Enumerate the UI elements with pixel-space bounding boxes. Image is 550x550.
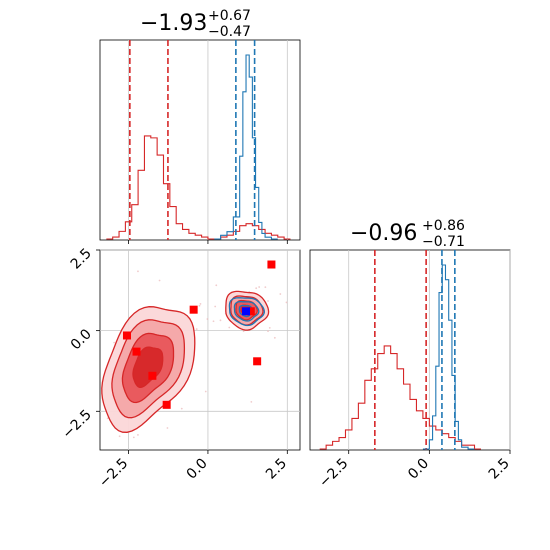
sample-point <box>132 436 135 439</box>
marker-square <box>246 307 255 316</box>
histogram-blue <box>214 54 278 240</box>
sample-point <box>255 287 258 290</box>
marker-square <box>189 305 198 314</box>
sample-point <box>228 326 231 329</box>
title-param2-value: −0.96 <box>350 221 417 246</box>
title-param1-value: −1.93 <box>140 11 207 36</box>
x-tick-label: 2.5 <box>486 456 513 483</box>
sample-point <box>279 293 282 295</box>
sample-point <box>258 286 261 288</box>
title-param2-lower: −0.71 <box>422 234 465 250</box>
title-param2-upper: +0.86 <box>422 218 465 234</box>
joint-density-panel: −2.5 0.0 2.5 2.5 0.0 −2.5 <box>59 246 301 491</box>
y-tick-label: 2.5 <box>68 246 95 273</box>
marginal-histogram-param2: −2.5 0.0 2.5 <box>309 249 513 491</box>
sample-point <box>285 301 288 304</box>
contour-blue <box>238 304 254 318</box>
marker-square <box>148 371 157 380</box>
sample-point <box>242 330 245 333</box>
contour-blue <box>228 297 265 327</box>
marker-square <box>162 400 171 409</box>
sample-point <box>195 328 198 330</box>
sample-point <box>199 303 202 305</box>
y-tick-label: −2.5 <box>59 407 94 442</box>
panel-frame <box>309 249 511 451</box>
sample-point <box>106 417 109 420</box>
y-tick-label: 0.0 <box>68 326 95 353</box>
sample-point <box>206 318 209 320</box>
title-param1-upper: +0.67 <box>208 8 251 24</box>
sample-point <box>273 336 276 339</box>
marker-square <box>122 331 131 340</box>
sample-point <box>212 320 215 323</box>
sample-point <box>267 330 269 333</box>
sample-point <box>264 286 267 289</box>
marker-square <box>242 307 251 316</box>
title-param1-lower: −0.47 <box>208 24 251 40</box>
sample-point <box>214 305 217 308</box>
sample-point <box>137 270 139 273</box>
sample-point <box>267 300 269 302</box>
sample-point <box>166 427 169 429</box>
sample-point <box>113 341 116 344</box>
sample-point <box>268 326 271 329</box>
histogram-red <box>319 345 481 450</box>
sample-point <box>215 284 218 287</box>
x-tick-label: 0.0 <box>405 456 432 483</box>
histogram-red <box>106 135 291 240</box>
contour-blue <box>233 300 260 322</box>
sample-point <box>198 304 201 307</box>
sample-point <box>219 319 222 322</box>
x-tick-label: 0.0 <box>184 456 211 483</box>
x-tick-label: 2.5 <box>263 456 290 483</box>
sample-point <box>137 434 139 436</box>
sample-point <box>250 401 253 403</box>
marker-square <box>253 357 262 366</box>
x-tick-label: −2.5 <box>316 456 351 491</box>
contour-red <box>132 346 164 388</box>
sample-point <box>158 279 161 282</box>
marginal-histogram-param1 <box>99 39 301 244</box>
marker-square <box>132 347 141 356</box>
x-tick-label: −2.5 <box>96 456 131 491</box>
sample-point <box>118 435 121 438</box>
sample-point <box>180 407 183 410</box>
histogram-blue <box>422 264 475 450</box>
sample-point <box>204 390 207 393</box>
panel-frame <box>99 39 301 241</box>
marker-square <box>267 260 276 269</box>
